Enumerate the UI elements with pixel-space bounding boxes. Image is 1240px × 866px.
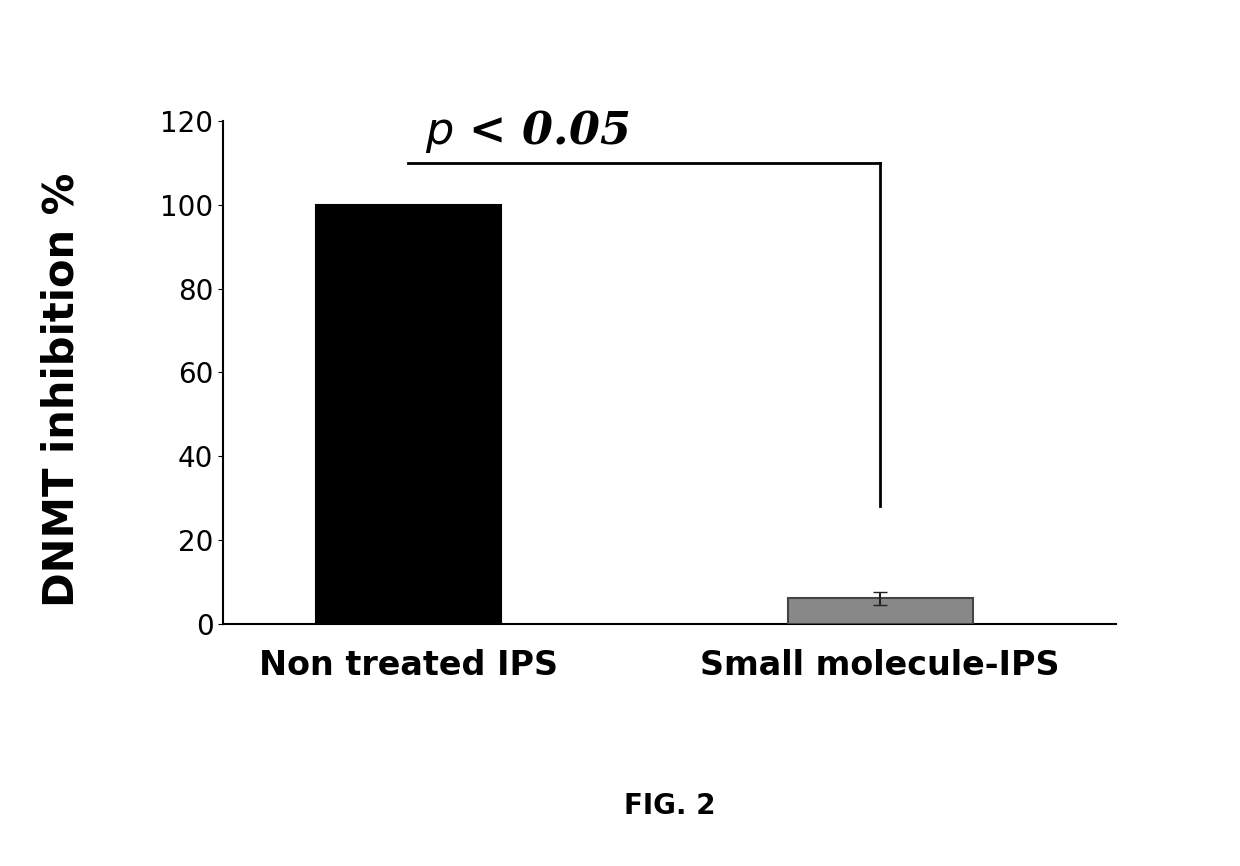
Text: DNMT inhibition %: DNMT inhibition % <box>41 172 83 607</box>
Text: $p$ < 0.05: $p$ < 0.05 <box>425 107 630 155</box>
Bar <box>316 205 501 624</box>
Text: FIG. 2: FIG. 2 <box>624 792 715 820</box>
Bar <box>787 598 973 624</box>
